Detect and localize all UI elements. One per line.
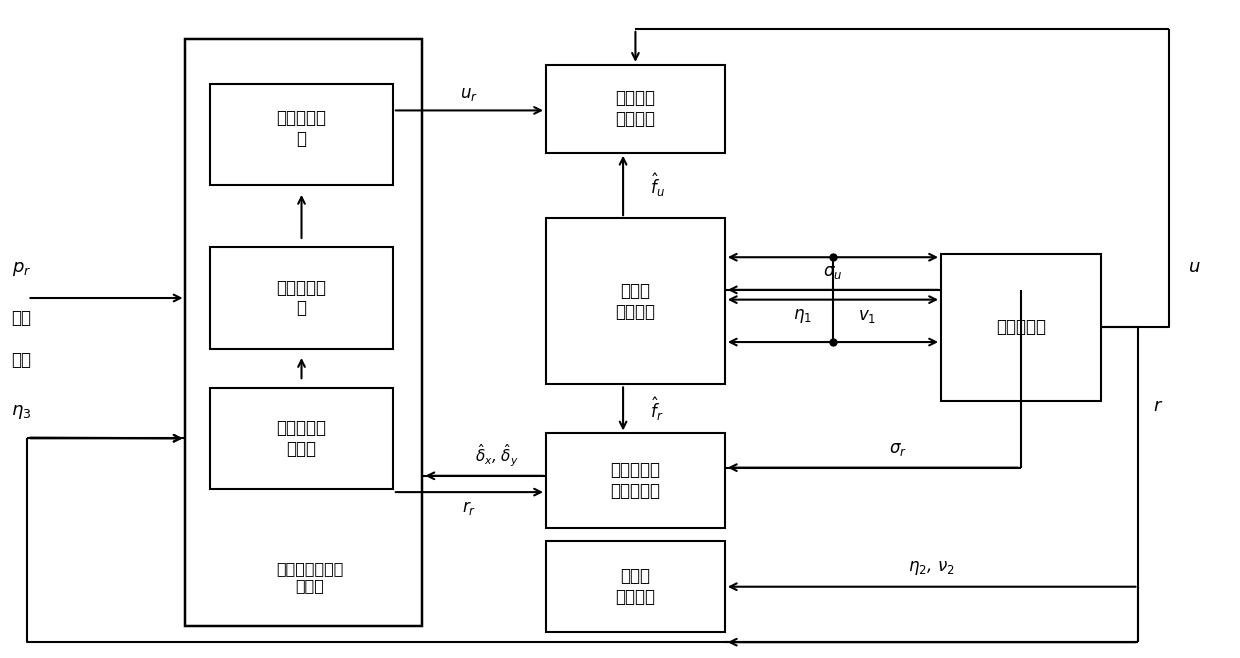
Text: 优化选择模
块: 优化选择模 块 <box>277 109 326 148</box>
Bar <box>546 64 725 153</box>
Text: $v_1$: $v_1$ <box>858 307 877 325</box>
Bar <box>941 254 1101 401</box>
Text: 速度组合预
测模块: 速度组合预 测模块 <box>277 419 326 458</box>
Text: 纵向转换
控制模块: 纵向转换 控制模块 <box>615 89 656 128</box>
Text: 轨迹: 轨迹 <box>11 351 31 369</box>
Bar <box>546 434 725 528</box>
Text: $p_r$: $p_r$ <box>11 260 31 278</box>
Text: $\sigma_u$: $\sigma_u$ <box>823 263 843 280</box>
Text: $\sigma_r$: $\sigma_r$ <box>889 440 906 459</box>
Text: $u_r$: $u_r$ <box>460 85 479 103</box>
Text: $r$: $r$ <box>1153 397 1163 415</box>
Bar <box>546 541 725 632</box>
Bar <box>210 84 393 186</box>
Text: 海洋机器人: 海洋机器人 <box>996 318 1047 336</box>
Text: 滚动时域优化控
制模块: 滚动时域优化控 制模块 <box>277 561 343 593</box>
Text: $r_r$: $r_r$ <box>463 499 476 517</box>
Text: 期望: 期望 <box>11 309 31 326</box>
Bar <box>186 39 423 626</box>
Text: $\hat{f}_u$: $\hat{f}_u$ <box>650 172 665 199</box>
Text: 运动学
估计模块: 运动学 估计模块 <box>615 567 656 606</box>
Text: 位置预测模
块: 位置预测模 块 <box>277 278 326 317</box>
Bar <box>546 218 725 384</box>
Text: $\hat{f}_r$: $\hat{f}_r$ <box>650 395 663 422</box>
Text: $\hat{\delta}_x$, $\hat{\delta}_y$: $\hat{\delta}_x$, $\hat{\delta}_y$ <box>475 443 518 469</box>
Text: $\eta_3$: $\eta_3$ <box>11 403 31 421</box>
Bar <box>210 388 393 489</box>
Bar <box>210 247 393 349</box>
Text: $u$: $u$ <box>1188 258 1200 276</box>
Text: $\eta_2$, $\nu_2$: $\eta_2$, $\nu_2$ <box>909 559 955 578</box>
Text: $\eta_1$: $\eta_1$ <box>792 307 811 325</box>
Text: 动力学
估计模块: 动力学 估计模块 <box>615 282 656 320</box>
Text: 艏摇方向转
换控制模块: 艏摇方向转 换控制模块 <box>610 461 661 500</box>
